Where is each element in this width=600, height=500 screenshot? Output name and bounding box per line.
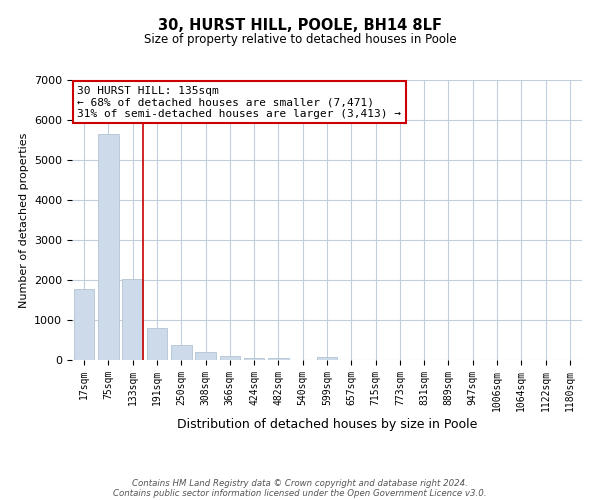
Bar bbox=[122, 279, 143, 360]
Text: Contains public sector information licensed under the Open Government Licence v3: Contains public sector information licen… bbox=[113, 488, 487, 498]
Bar bbox=[268, 358, 289, 360]
Bar bbox=[171, 345, 191, 360]
Y-axis label: Number of detached properties: Number of detached properties bbox=[19, 132, 29, 308]
X-axis label: Distribution of detached houses by size in Poole: Distribution of detached houses by size … bbox=[177, 418, 477, 431]
Bar bbox=[146, 328, 167, 360]
Text: 30 HURST HILL: 135sqm
← 68% of detached houses are smaller (7,471)
31% of semi-d: 30 HURST HILL: 135sqm ← 68% of detached … bbox=[77, 86, 401, 119]
Bar bbox=[220, 356, 240, 360]
Bar bbox=[195, 352, 216, 360]
Bar bbox=[244, 358, 265, 360]
Bar bbox=[98, 134, 119, 360]
Text: Contains HM Land Registry data © Crown copyright and database right 2024.: Contains HM Land Registry data © Crown c… bbox=[132, 478, 468, 488]
Bar bbox=[317, 357, 337, 360]
Text: 30, HURST HILL, POOLE, BH14 8LF: 30, HURST HILL, POOLE, BH14 8LF bbox=[158, 18, 442, 32]
Text: Size of property relative to detached houses in Poole: Size of property relative to detached ho… bbox=[143, 32, 457, 46]
Bar bbox=[74, 289, 94, 360]
